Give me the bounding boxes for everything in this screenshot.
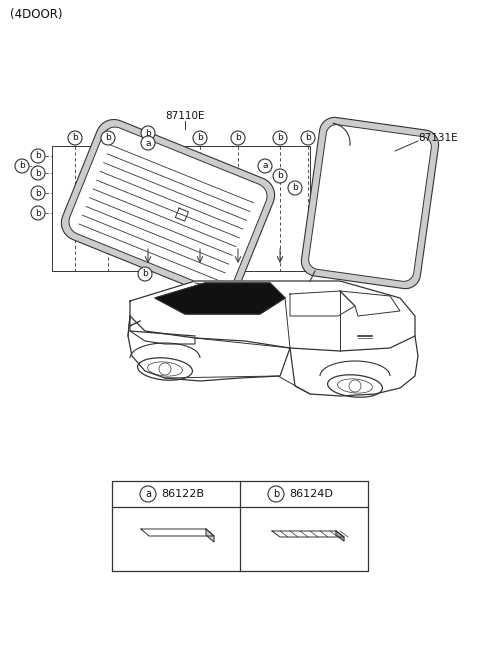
Circle shape xyxy=(31,186,45,200)
Text: b: b xyxy=(273,489,279,499)
Text: b: b xyxy=(35,152,41,161)
Text: b: b xyxy=(145,129,151,138)
Circle shape xyxy=(193,131,207,145)
Text: b: b xyxy=(35,169,41,178)
Text: b: b xyxy=(35,209,41,218)
Text: a: a xyxy=(262,161,268,171)
Polygon shape xyxy=(336,531,344,541)
Text: a: a xyxy=(145,489,151,499)
Circle shape xyxy=(138,267,152,281)
Text: 87110E: 87110E xyxy=(165,111,205,121)
Circle shape xyxy=(31,166,45,180)
Text: b: b xyxy=(35,188,41,197)
Circle shape xyxy=(31,206,45,220)
Circle shape xyxy=(140,486,156,502)
Text: b: b xyxy=(105,134,111,142)
Polygon shape xyxy=(206,529,214,542)
Text: (4DOOR): (4DOOR) xyxy=(10,8,62,21)
Text: b: b xyxy=(277,171,283,180)
Polygon shape xyxy=(69,127,267,291)
Circle shape xyxy=(288,181,302,195)
Text: b: b xyxy=(197,134,203,142)
Circle shape xyxy=(141,126,155,140)
Circle shape xyxy=(273,131,287,145)
Text: 86122B: 86122B xyxy=(161,489,204,499)
Polygon shape xyxy=(272,531,344,537)
Text: b: b xyxy=(142,270,148,279)
Circle shape xyxy=(231,131,245,145)
Circle shape xyxy=(101,131,115,145)
Circle shape xyxy=(15,159,29,173)
Text: a: a xyxy=(145,138,151,148)
Polygon shape xyxy=(155,283,285,314)
Text: b: b xyxy=(292,184,298,192)
Circle shape xyxy=(31,149,45,163)
Text: b: b xyxy=(277,134,283,142)
Polygon shape xyxy=(301,117,439,289)
Text: 86124D: 86124D xyxy=(289,489,333,499)
Circle shape xyxy=(141,136,155,150)
Text: 87131E: 87131E xyxy=(418,133,457,143)
Circle shape xyxy=(258,159,272,173)
Polygon shape xyxy=(309,125,432,281)
Text: b: b xyxy=(235,134,241,142)
Circle shape xyxy=(268,486,284,502)
Circle shape xyxy=(273,169,287,183)
Text: b: b xyxy=(72,134,78,142)
Circle shape xyxy=(68,131,82,145)
Circle shape xyxy=(301,131,315,145)
Text: b: b xyxy=(19,161,25,171)
Polygon shape xyxy=(141,529,214,536)
Text: b: b xyxy=(305,134,311,142)
Polygon shape xyxy=(130,281,415,351)
Polygon shape xyxy=(61,119,275,298)
